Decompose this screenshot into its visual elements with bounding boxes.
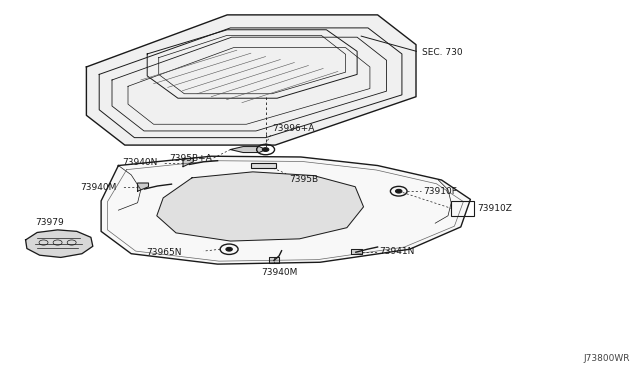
Circle shape xyxy=(262,148,269,151)
Polygon shape xyxy=(183,158,193,167)
Polygon shape xyxy=(269,257,279,263)
Polygon shape xyxy=(26,230,93,257)
Text: 7395B+A: 7395B+A xyxy=(170,154,212,163)
Polygon shape xyxy=(101,156,470,264)
Text: 73941N: 73941N xyxy=(380,247,415,256)
Text: 73910F: 73910F xyxy=(423,187,457,196)
Text: 73940M: 73940M xyxy=(261,268,298,277)
Polygon shape xyxy=(230,147,266,153)
Polygon shape xyxy=(138,183,148,191)
Text: 73996+A: 73996+A xyxy=(272,124,314,133)
Text: SEC. 730: SEC. 730 xyxy=(422,48,463,57)
Polygon shape xyxy=(86,15,416,145)
Text: J73800WR: J73800WR xyxy=(584,354,630,363)
Bar xyxy=(251,163,276,168)
Polygon shape xyxy=(351,249,362,254)
Bar xyxy=(451,201,474,216)
Text: 73979: 73979 xyxy=(35,218,64,227)
Circle shape xyxy=(396,189,402,193)
Text: 73965N: 73965N xyxy=(146,248,181,257)
Text: 73910Z: 73910Z xyxy=(477,204,511,213)
Circle shape xyxy=(226,247,232,251)
Text: 73940N: 73940N xyxy=(122,158,157,167)
Text: 73940M: 73940M xyxy=(80,183,116,192)
Polygon shape xyxy=(157,172,364,241)
Text: 7395B: 7395B xyxy=(289,175,319,184)
